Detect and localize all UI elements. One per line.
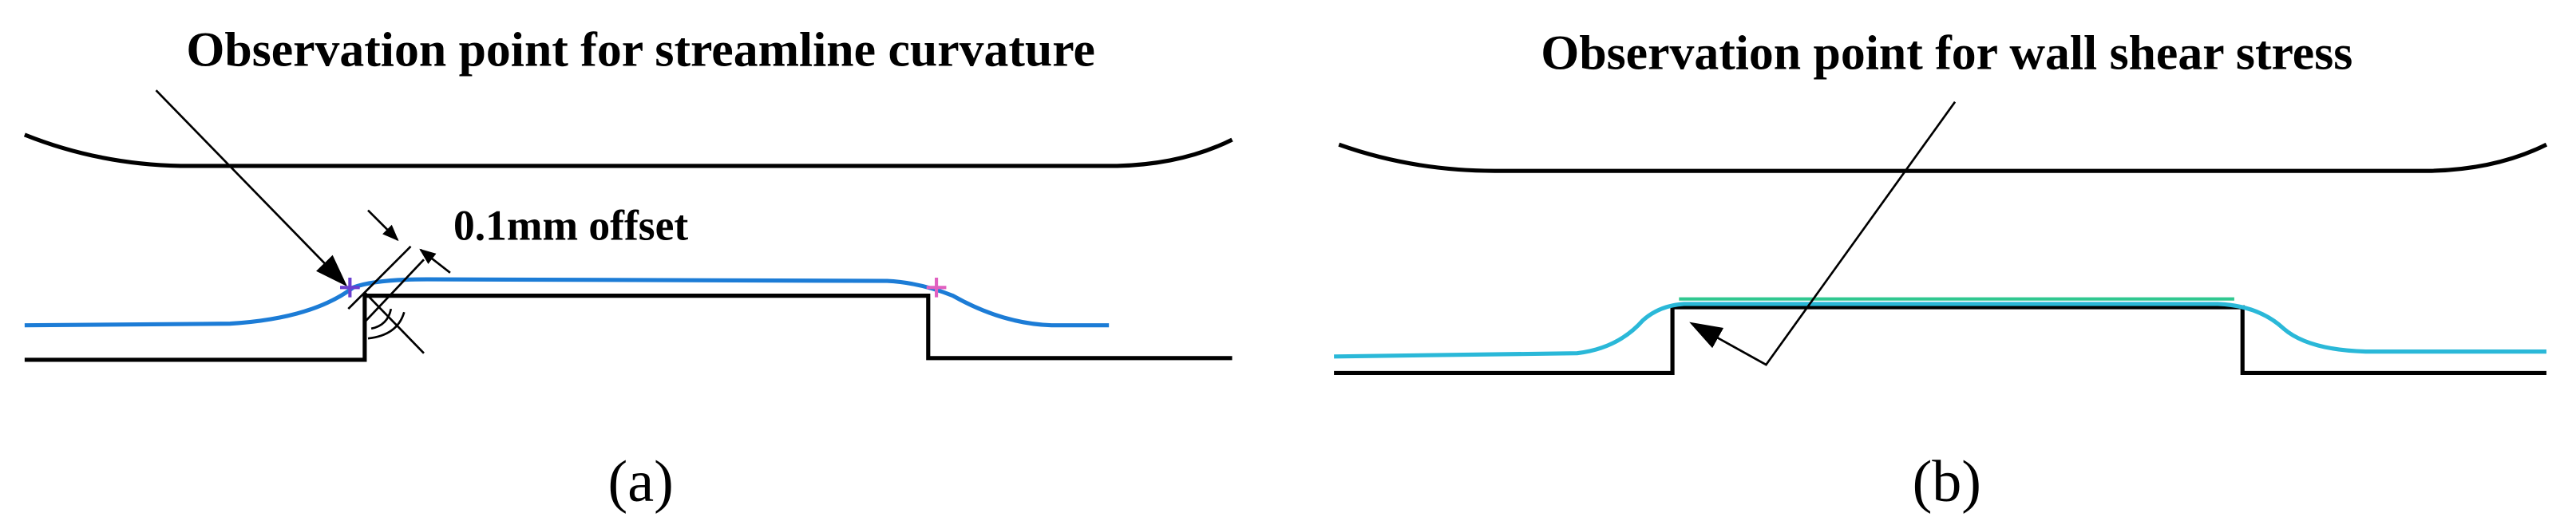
panel-title: Observation point for wall shear stress: [1541, 26, 2352, 80]
step-wall: [24, 294, 1233, 362]
marker: [926, 277, 947, 298]
caption: (a): [608, 449, 674, 515]
offset-arrow: [367, 209, 399, 242]
streamline: [24, 277, 1110, 328]
offset-line: [347, 245, 412, 310]
offset-label: 0.1mm offset: [453, 202, 688, 250]
top-wall: [1338, 142, 2548, 173]
streamline: [1334, 302, 2546, 359]
pointer-arrow: [155, 89, 348, 287]
offset-arrow: [419, 248, 451, 274]
angle-arc: [367, 311, 406, 340]
marker: [340, 277, 360, 298]
normal-line: [363, 291, 425, 354]
panel-title: Observation point for streamline curvatu…: [186, 22, 1095, 77]
panel-a: Observation point for streamline curvatu…: [23, 22, 1233, 515]
angle-arc: [370, 308, 393, 330]
step-wall: [1334, 305, 2546, 375]
top-wall: [23, 132, 1233, 168]
pointer-arrow: [1689, 101, 1957, 366]
panel-b: Observation point for wall shear stress …: [1334, 26, 2548, 515]
offset-line: [363, 259, 425, 323]
caption: (b): [1913, 449, 1981, 515]
